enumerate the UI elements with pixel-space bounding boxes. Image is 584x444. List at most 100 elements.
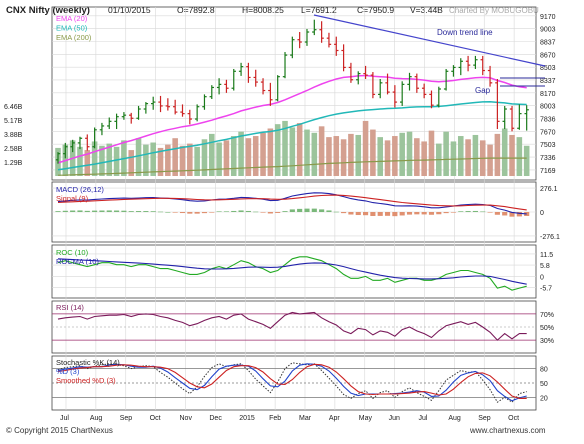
x-tick-label: Aug <box>90 415 103 422</box>
volume-bar <box>252 136 259 176</box>
volume-bar <box>428 130 435 176</box>
volume-bar <box>91 141 98 176</box>
macd-y-tick: 0 <box>540 210 544 217</box>
grid-lines <box>52 7 536 410</box>
price-y-tick: 8170 <box>540 91 556 98</box>
x-tick-label: Feb <box>269 415 281 422</box>
volume-bar <box>209 133 215 176</box>
macd-histogram-bar <box>84 210 90 212</box>
volume-bar <box>457 136 464 176</box>
trendline <box>313 14 546 67</box>
stochastic-smoothed-d-line <box>57 363 527 399</box>
macd-histogram-bar <box>502 212 508 216</box>
macd-histogram-bar <box>209 212 215 213</box>
macd-histogram-bar <box>238 210 244 212</box>
indicator-lines <box>55 192 530 403</box>
macd-histogram-bar <box>377 212 383 216</box>
x-tick-label: Dec <box>209 415 222 422</box>
volume-bar <box>487 144 493 176</box>
stochastic-y-tick: 20 <box>540 395 548 402</box>
stochastic-d-legend: %D (3) <box>56 367 80 376</box>
volume-bar <box>99 145 105 176</box>
macd-histogram-bar <box>77 210 83 212</box>
volume-bar <box>311 132 318 176</box>
rsi-y-tick: 70% <box>540 312 554 319</box>
volume-bar <box>77 146 83 176</box>
volume-bar <box>348 133 354 176</box>
volume-bar <box>282 120 288 176</box>
macd-histogram-bar <box>92 210 98 212</box>
volume-bar <box>304 129 310 176</box>
macd-histogram-bar <box>516 212 522 217</box>
price-legend-item: EMA (20) <box>56 14 88 23</box>
macd-histogram-bar <box>421 212 427 215</box>
volume-bar <box>274 124 281 176</box>
volume-bar <box>179 145 186 176</box>
macd-histogram-bar <box>472 210 478 212</box>
x-tick-label: 2015 <box>239 415 255 422</box>
ema50-line <box>57 100 527 171</box>
macd-histogram-bar <box>465 211 471 212</box>
volume-bar <box>296 123 303 176</box>
volume-bar <box>392 136 398 176</box>
macd-histogram-bar <box>297 208 303 212</box>
volume-bar <box>150 142 156 176</box>
macd-histogram-bar <box>406 212 413 215</box>
stochastic-smoothed-legend: Smoothed %D (3) <box>56 376 116 385</box>
macd-histogram-bar <box>392 212 398 217</box>
volume-y-tick: 2.58B <box>4 146 23 153</box>
roc-y-tick: 11.5 <box>540 252 553 259</box>
rsi-line <box>57 311 527 341</box>
macd-histogram-bar <box>260 212 266 213</box>
macd-legend: MACD (26,12) <box>56 185 104 194</box>
copyright: © Copyright 2015 ChartNexus <box>6 426 113 435</box>
volume-bar <box>113 146 120 176</box>
roc-panel <box>51 244 537 299</box>
price-y-tick: 8003 <box>540 104 556 111</box>
price-y-tick: 8670 <box>540 52 556 59</box>
volume-bar <box>370 129 376 176</box>
price-y-tick: 9003 <box>540 27 556 34</box>
macd-histogram-bar <box>99 210 105 212</box>
roc-y-tick: 0 <box>540 274 544 281</box>
macd-histogram-bar <box>267 212 273 214</box>
volume-bars <box>55 120 530 176</box>
volume-bar <box>84 150 91 176</box>
stochastic-d-line <box>57 363 527 402</box>
close-value: C=7950.9 <box>357 5 394 15</box>
volume-bar <box>501 128 508 176</box>
macd-histogram-bar <box>363 212 369 216</box>
stochastic-y-tick: 80 <box>540 367 548 374</box>
x-tick-label: Aug <box>448 415 461 422</box>
macd-histogram-bar <box>326 210 332 212</box>
x-tick-label: Sep <box>478 415 491 422</box>
volume-bar <box>165 144 171 176</box>
x-tick-label: Jul <box>60 415 69 422</box>
x-tick-label: May <box>359 415 373 422</box>
macd-histogram-bar <box>509 212 515 217</box>
trendline-label: Down trend line <box>437 28 493 37</box>
volume-bar <box>194 146 200 176</box>
macd-histogram-bar <box>245 210 251 212</box>
volume-bar <box>509 134 515 176</box>
macd-histogram-bar <box>172 212 178 213</box>
volume-y-tick: 6.46B <box>4 104 23 111</box>
macd-histogram-bar <box>355 212 361 216</box>
x-tick-label: Oct <box>150 415 161 422</box>
macd-y-tick: -276.1 <box>540 234 560 241</box>
axis-labels: Jul Aug Sep Oct Nov Dec 2015 Feb Mar Apr May Jun Jul… <box>4 14 560 422</box>
volume-bar <box>472 134 479 176</box>
macd-histogram-bar <box>187 212 193 214</box>
volume-y-tick: 5.17B <box>4 118 23 125</box>
roc-y-tick: -5.7 <box>540 286 552 293</box>
volume-bar <box>340 139 347 176</box>
price-y-tick: 7169 <box>540 168 556 175</box>
macd-histogram-bar <box>157 211 164 213</box>
macd-histogram-bar <box>487 212 493 213</box>
volume-bar <box>223 140 230 176</box>
macd-histogram-bar <box>436 212 442 215</box>
macd-histogram-bar <box>289 209 295 212</box>
open-value: O=7892.8 <box>177 5 215 15</box>
volume-bar <box>128 150 135 176</box>
macd-histogram-bar <box>304 208 310 212</box>
